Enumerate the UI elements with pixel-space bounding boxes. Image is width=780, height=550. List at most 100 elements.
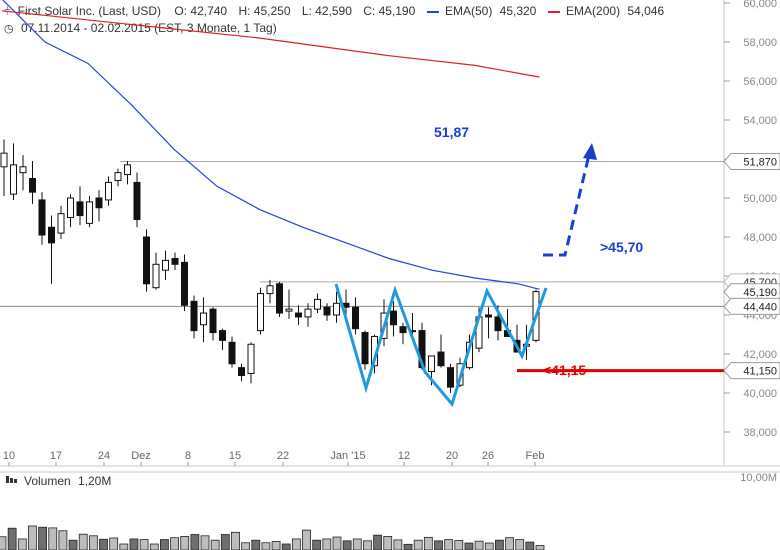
volume-bar bbox=[332, 536, 342, 550]
candle bbox=[276, 281, 283, 317]
price-box-resistance-bg bbox=[723, 153, 780, 171]
ema200-swatch bbox=[547, 10, 560, 13]
candle bbox=[0, 139, 8, 197]
candle-body bbox=[238, 367, 245, 376]
candle-body bbox=[114, 172, 122, 181]
date-range: 07.11.2014 - 02.02.2015 (EST, 3 Monate, … bbox=[20, 21, 277, 35]
volume-bar bbox=[403, 543, 413, 550]
volume-bar bbox=[322, 538, 332, 550]
volume-icon-bar bbox=[14, 479, 17, 483]
volume-value: 1,20M bbox=[78, 474, 111, 488]
x-tick-label: 24 bbox=[98, 450, 110, 462]
price-box-support: 41,150 bbox=[723, 362, 780, 380]
candle bbox=[124, 160, 131, 185]
candle-body bbox=[219, 330, 226, 341]
volume-bar bbox=[393, 539, 403, 550]
annotation-breakout: >45,70 bbox=[600, 239, 643, 255]
candle bbox=[105, 176, 112, 206]
volume-bar bbox=[129, 538, 139, 550]
volume-bar bbox=[58, 530, 68, 550]
volume-bar bbox=[373, 534, 382, 550]
price-box-level: 44,440 bbox=[723, 297, 780, 315]
candle-body bbox=[152, 263, 160, 289]
volume-bar bbox=[149, 543, 159, 550]
volume-bar bbox=[515, 539, 525, 550]
candle-body bbox=[209, 308, 217, 334]
close-value: C: 45,190 bbox=[363, 4, 416, 18]
price-box-support-bg bbox=[723, 362, 780, 380]
price-box-level-text: 44,440 bbox=[743, 301, 777, 313]
candle bbox=[171, 252, 179, 271]
candle bbox=[485, 307, 492, 339]
volume-bar bbox=[88, 535, 98, 550]
volume-bar bbox=[413, 539, 423, 550]
candle bbox=[29, 160, 36, 204]
candle bbox=[67, 194, 74, 228]
candle bbox=[181, 254, 188, 312]
volume-bar bbox=[220, 534, 230, 550]
ema50-line bbox=[2, 0, 540, 290]
candle-body bbox=[95, 197, 103, 209]
volume-bar bbox=[434, 540, 443, 550]
price-box-level-bg bbox=[723, 297, 780, 315]
price-box-support-text: 41,150 bbox=[743, 366, 777, 378]
volume-panel bbox=[0, 471, 780, 550]
candle-body bbox=[285, 308, 293, 312]
volume-bar bbox=[271, 541, 281, 550]
volume-icon-bar bbox=[6, 476, 9, 483]
volume-bar bbox=[342, 540, 352, 550]
x-tick-label: 20 bbox=[446, 450, 458, 462]
candle bbox=[57, 205, 65, 239]
candle bbox=[238, 363, 245, 382]
candle-body bbox=[447, 367, 454, 388]
candle-body bbox=[133, 181, 141, 220]
candle bbox=[304, 303, 312, 327]
candle bbox=[19, 155, 27, 191]
chart-grid bbox=[0, 0, 780, 467]
candlesticks bbox=[0, 139, 540, 393]
candle bbox=[76, 186, 84, 226]
candle-body bbox=[67, 197, 74, 218]
candle-body bbox=[76, 201, 84, 217]
volume-bar bbox=[464, 542, 474, 550]
candle-body bbox=[399, 326, 407, 334]
candle bbox=[162, 250, 169, 280]
ema50-swatch bbox=[426, 10, 439, 13]
x-tick-label: Jan '15 bbox=[330, 450, 365, 462]
candle bbox=[323, 303, 331, 321]
candle-body bbox=[361, 332, 369, 365]
volume-bar bbox=[281, 543, 291, 550]
candle-body bbox=[171, 257, 179, 265]
low-value: L: 42,590 bbox=[301, 4, 352, 18]
w-pattern-line bbox=[334, 283, 548, 408]
volume-bar bbox=[200, 535, 210, 550]
volume-bar bbox=[312, 539, 322, 550]
level-lines bbox=[0, 161, 724, 373]
volume-bar bbox=[251, 539, 261, 550]
y-tick-label: 56,000 bbox=[743, 76, 777, 88]
candle-body bbox=[0, 152, 8, 168]
open-value: O: 42,740 bbox=[174, 4, 228, 18]
volume-bar bbox=[78, 533, 88, 550]
x-axis: 10 17 24 Dez 8 15 22 Jan '15 12 20 26 Feb bbox=[3, 450, 544, 466]
volume-bar bbox=[525, 541, 535, 550]
candle-body bbox=[57, 213, 65, 234]
candle bbox=[247, 342, 255, 384]
volume-bar bbox=[160, 539, 169, 550]
candle-body bbox=[257, 293, 264, 332]
candle-body bbox=[428, 355, 435, 373]
volume-bar bbox=[484, 542, 494, 550]
candle bbox=[209, 307, 217, 341]
candle bbox=[361, 330, 369, 370]
candle bbox=[219, 328, 226, 351]
y-tick-label: 58,000 bbox=[743, 37, 777, 49]
volume-bar bbox=[505, 537, 514, 550]
price-box-resistance: 51,870 bbox=[723, 153, 780, 171]
volume-bar bbox=[261, 542, 271, 550]
candle bbox=[295, 305, 302, 325]
volume-icon-bar bbox=[10, 478, 13, 483]
y-tick-label: 50,000 bbox=[743, 193, 777, 205]
target-arrow-head bbox=[583, 143, 597, 160]
candle-body bbox=[162, 259, 169, 271]
